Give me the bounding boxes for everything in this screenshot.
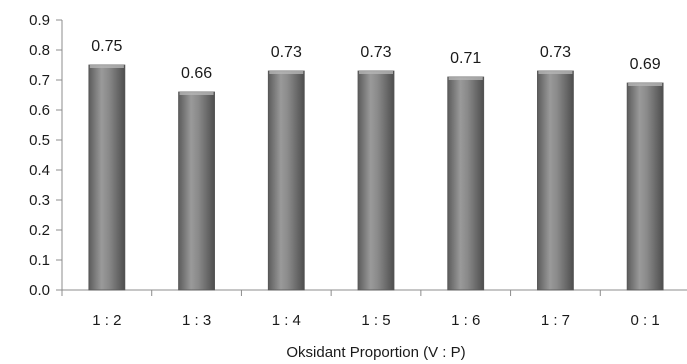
y-tick-label: 0.8 [29,42,50,59]
x-tick-label: 1 : 5 [361,312,390,329]
x-tick-label: 1 : 6 [451,312,480,329]
y-tick-label: 0.3 [29,192,50,209]
bar [178,91,215,291]
bar-cap [179,92,214,95]
bar-cap [89,65,124,68]
data-label: 0.73 [271,44,302,61]
bar [626,82,664,291]
x-tick-label: 1 : 4 [272,312,301,329]
y-tick-label: 0.4 [29,162,50,179]
bar [88,64,126,291]
y-axis: 0.0 0.1 0.2 0.3 0.4 0.5 0.6 0.7 0.8 0.9 [29,12,63,299]
y-tick-label: 0.6 [29,102,50,119]
bar-cap [628,83,663,86]
bar [447,76,485,291]
bar-cap [269,71,304,74]
x-tick-label: 1 : 2 [92,312,121,329]
y-tick-label: 0.2 [29,222,50,239]
x-axis: 1 : 2 1 : 3 1 : 4 1 : 5 1 : 6 1 : 7 0 : 1 [61,289,687,329]
x-tick-label: 1 : 3 [182,312,211,329]
data-label: 0.66 [181,65,212,82]
y-tick-label: 0.7 [29,72,50,89]
bar [537,70,574,291]
data-label: 0.69 [630,56,661,73]
x-tick-label: 1 : 7 [541,312,570,329]
bars [88,64,664,291]
x-tick-label: 0 : 1 [631,312,660,329]
data-labels: 0.75 0.66 0.73 0.73 0.71 0.73 0.69 [91,38,661,82]
data-label: 0.73 [360,44,391,61]
y-tick-label: 0.5 [29,132,50,149]
y-tick-label: 0.0 [29,282,50,299]
bar-cap [448,77,483,80]
data-label: 0.71 [450,50,481,67]
bar-cap [538,71,573,74]
data-label: 0.73 [540,44,571,61]
data-label: 0.75 [91,38,122,55]
bar [357,70,395,291]
bar [267,70,305,291]
x-axis-title: Oksidant Proportion (V : P) [286,344,465,361]
y-tick-label: 0.9 [29,12,50,29]
bar-cap [359,71,393,74]
y-tick-label: 0.1 [29,252,50,269]
